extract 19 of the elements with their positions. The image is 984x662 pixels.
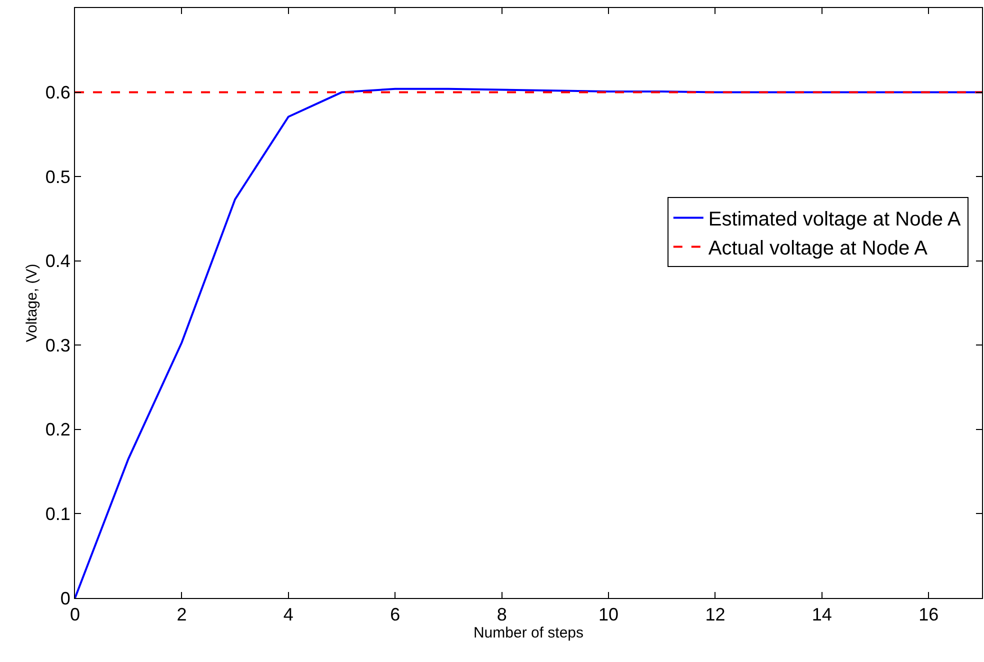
x-tick-label: 10 [598,604,619,625]
y-tick-label: 0.6 [45,82,70,103]
x-axis-title: Number of steps [473,624,584,642]
x-tick-label: 12 [705,604,726,625]
y-tick-label: 0.1 [45,504,70,524]
y-tick-label: 0 [60,588,70,608]
x-tick-label: 16 [918,604,939,625]
y-axis-title: Voltage, (V) [24,264,41,342]
x-tick-label: 6 [390,604,400,625]
x-tick-label: 2 [176,604,187,625]
legend-label: Actual voltage at Node A [708,238,928,260]
y-tick-label: 0.2 [45,420,70,440]
y-tick-label: 0.3 [45,335,70,356]
x-tick-label: 4 [283,604,294,625]
x-tick-label: 14 [812,604,832,625]
y-tick-label: 0.5 [45,166,70,187]
legend-label: Estimated voltage at Node A [708,208,962,230]
y-tick-label: 0.4 [45,251,70,272]
x-tick-label: 8 [496,604,507,625]
